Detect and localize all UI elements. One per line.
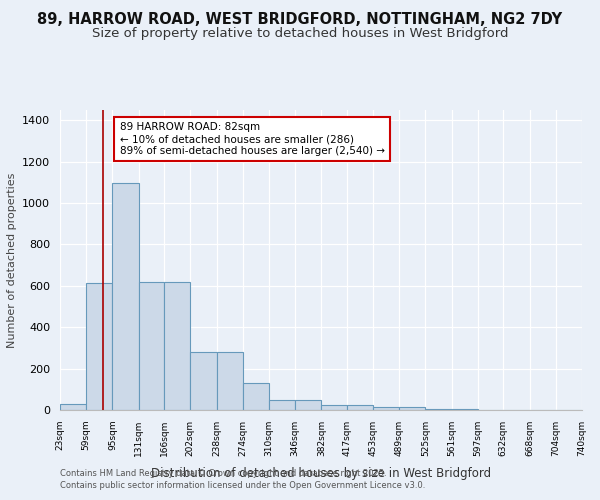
Text: Size of property relative to detached houses in West Bridgford: Size of property relative to detached ho… bbox=[92, 28, 508, 40]
Bar bbox=[139, 282, 164, 410]
Text: Contains HM Land Registry data © Crown copyright and database right 2025.: Contains HM Land Registry data © Crown c… bbox=[60, 468, 386, 477]
Bar bbox=[399, 407, 425, 410]
Bar bbox=[60, 404, 86, 410]
Bar bbox=[347, 405, 373, 410]
Bar bbox=[86, 283, 112, 410]
Bar bbox=[425, 409, 452, 410]
Y-axis label: Number of detached properties: Number of detached properties bbox=[7, 172, 17, 348]
Bar bbox=[269, 400, 295, 410]
Bar bbox=[190, 352, 217, 410]
Text: 89, HARROW ROAD, WEST BRIDGFORD, NOTTINGHAM, NG2 7DY: 89, HARROW ROAD, WEST BRIDGFORD, NOTTING… bbox=[37, 12, 563, 28]
Bar bbox=[243, 383, 269, 410]
Bar bbox=[373, 407, 399, 410]
Bar bbox=[112, 184, 139, 410]
Bar bbox=[452, 409, 478, 410]
Text: Contains public sector information licensed under the Open Government Licence v3: Contains public sector information licen… bbox=[60, 481, 425, 490]
X-axis label: Distribution of detached houses by size in West Bridgford: Distribution of detached houses by size … bbox=[151, 467, 491, 480]
Text: 89 HARROW ROAD: 82sqm
← 10% of detached houses are smaller (286)
89% of semi-det: 89 HARROW ROAD: 82sqm ← 10% of detached … bbox=[119, 122, 385, 156]
Bar bbox=[295, 400, 322, 410]
Bar bbox=[322, 405, 347, 410]
Bar bbox=[164, 282, 190, 410]
Bar bbox=[217, 352, 243, 410]
